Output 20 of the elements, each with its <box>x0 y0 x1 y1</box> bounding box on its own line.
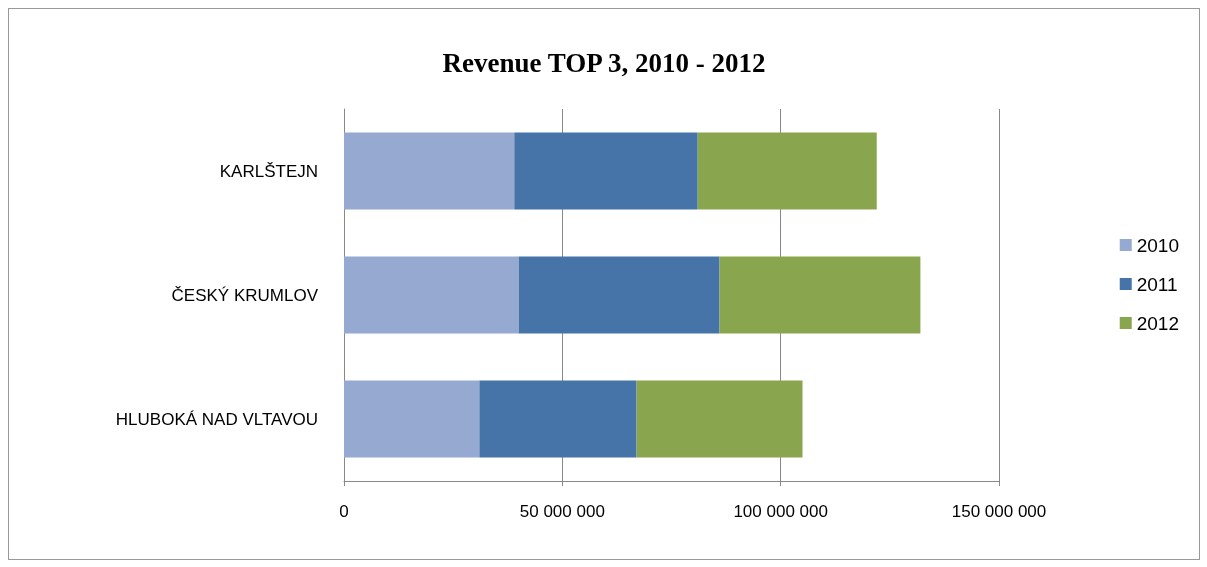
bar <box>344 256 519 334</box>
chart-title: Revenue TOP 3, 2010 - 2012 <box>442 47 766 78</box>
x-tick-label: 50 000 000 <box>519 502 605 521</box>
legend-label: 2011 <box>1136 273 1178 295</box>
y-tick-label: ČESKÝ KRUMLOV <box>171 285 319 305</box>
bar <box>344 132 515 210</box>
bar <box>518 256 720 334</box>
bar <box>636 380 803 458</box>
bar <box>344 380 480 458</box>
bar <box>514 132 698 210</box>
legend-label: 2012 <box>1136 312 1180 334</box>
legend-label: 2010 <box>1136 234 1180 256</box>
y-tick-label: KARLŠTEJN <box>219 161 318 181</box>
bar <box>719 256 921 334</box>
x-tick-label: 0 <box>339 502 349 521</box>
x-tick-label: 100 000 000 <box>733 502 828 521</box>
bar <box>697 132 877 210</box>
x-tick-label: 150 000 000 <box>951 502 1047 521</box>
bar <box>479 380 637 458</box>
y-tick-label: HLUBOKÁ NAD VLTAVOU <box>115 409 318 429</box>
